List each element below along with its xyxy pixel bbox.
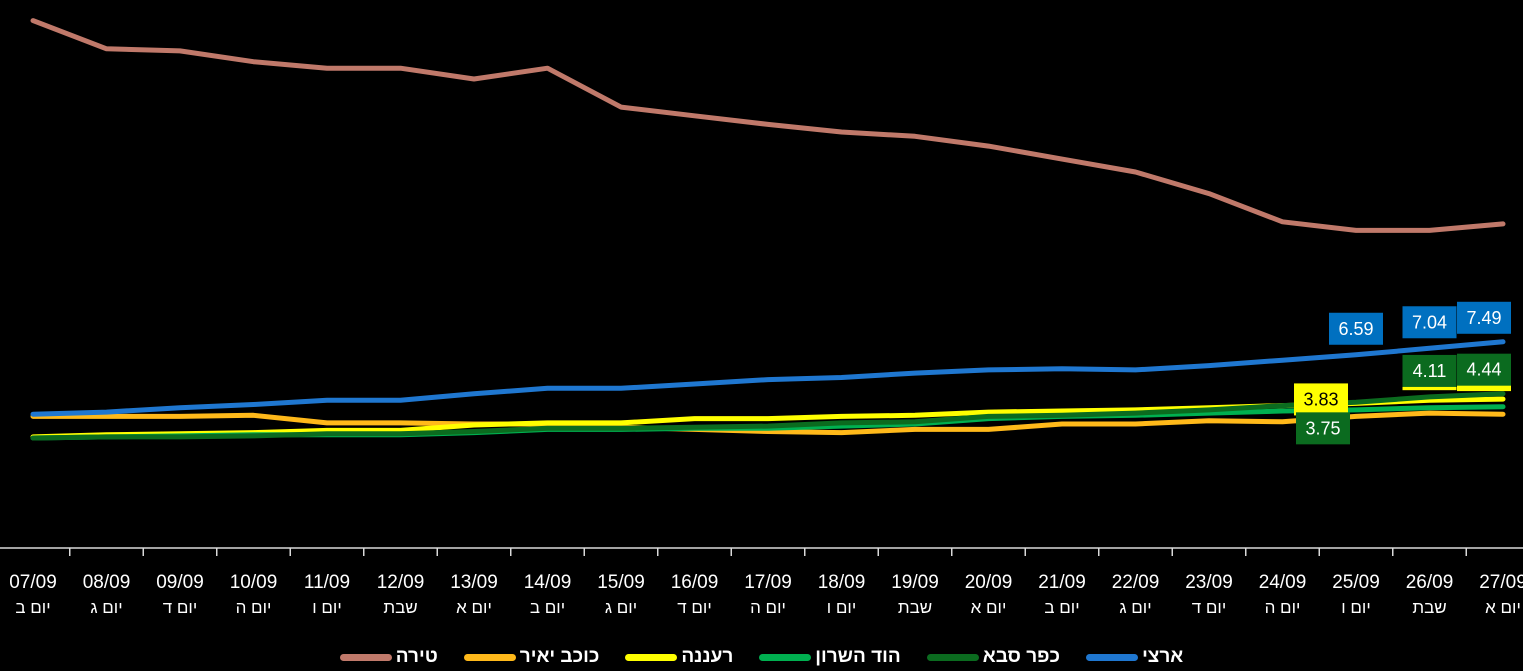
data-label-box [1402, 354, 1457, 387]
legend-item: רעננה [625, 646, 733, 668]
x-tick-day-label: יום ג [605, 598, 637, 617]
data-label-text: 4.44 [1466, 360, 1501, 380]
data-label: 3.83 [1294, 383, 1348, 416]
legend-item: כפר סבא [926, 646, 1061, 668]
legend-label: כוכב יאיר [519, 646, 600, 667]
x-axis: 07/09 יום ב 08/09 יום ג 09/09 יום ד 10/09 יום ה… [0, 547, 1523, 617]
x-tick-day-label: יום ב [1044, 598, 1079, 617]
x-tick-day-label: יום א [1485, 598, 1521, 617]
x-tick-day-label: יום ה [236, 598, 272, 617]
x-tick-day-label: יום ד [163, 598, 198, 617]
legend-swatch [1086, 653, 1139, 661]
x-tick-day-label: יום ה [750, 598, 786, 617]
legend-swatch [339, 653, 392, 661]
x-tick-day-label: יום ב [15, 598, 50, 617]
x-tick-day-label: יום ה [1265, 598, 1301, 617]
data-label-box [1402, 306, 1457, 339]
data-label: 3.75 [1296, 412, 1350, 445]
x-tick-label: 16/09 [671, 572, 719, 593]
data-label-box [1457, 353, 1511, 386]
legend-swatch [926, 653, 979, 661]
legend-item: טירה [339, 646, 438, 668]
legend-swatch [625, 653, 678, 661]
x-tick-day-label: יום ו [827, 598, 857, 617]
x-tick-label: 11/09 [304, 572, 350, 593]
data-label-text: 7.49 [1466, 308, 1501, 328]
data-label: 4.11 [1402, 354, 1457, 387]
x-tick-label: 07/09 [9, 572, 57, 593]
x-tick-label: 15/09 [597, 572, 645, 593]
x-tick-label: 27/09 [1479, 572, 1523, 593]
data-label: 4.44 [1457, 353, 1511, 386]
legend: ארצי כפר סבא הוד השרון רעננה כוכב יאיר טירה [0, 646, 1523, 668]
series-line [30, 391, 1506, 441]
legend-label: טירה [395, 646, 438, 667]
x-tick-label: 13/09 [450, 572, 498, 593]
x-tick-label: 26/09 [1406, 572, 1454, 593]
series-line [30, 18, 1506, 233]
series-line [30, 410, 1506, 436]
data-label-text: 3.83 [1303, 389, 1338, 409]
data-label-text: 6.59 [1338, 319, 1373, 339]
x-tick-day-label: יום א [971, 598, 1007, 617]
legend-item: ארצי [1086, 646, 1183, 668]
x-tick-day-label: שבת [898, 598, 932, 617]
x-tick-day-label: שבת [1412, 598, 1446, 617]
x-tick-day-label: יום א [456, 598, 492, 617]
x-tick-label: 10/09 [230, 572, 278, 593]
x-tick-label: 09/09 [156, 572, 204, 593]
x-tick-label: 18/09 [818, 572, 866, 593]
legend-swatch [759, 653, 812, 661]
legend-label: רעננה [681, 646, 734, 667]
x-tick-day-label: שבת [383, 598, 417, 617]
legend-item: כוכב יאיר [463, 646, 600, 668]
data-label: 7.49 [1457, 301, 1511, 334]
data-label-text: 3.75 [1305, 418, 1340, 438]
x-tick-day-label: יום ב [530, 598, 565, 617]
legend-swatch [463, 653, 516, 661]
data-labels: 6.597.047.493.834.164.393.754.114.44 [1294, 301, 1511, 445]
data-label-box [1294, 383, 1348, 416]
legend-label: הוד השרון [815, 646, 901, 667]
x-tick-label: 17/09 [744, 572, 792, 593]
data-label-text: 4.11 [1413, 361, 1447, 381]
x-tick-day-label: יום ג [1119, 598, 1151, 617]
data-label-box [1296, 412, 1350, 445]
data-label: 7.04 [1402, 306, 1457, 339]
x-tick-label: 23/09 [1185, 572, 1233, 593]
x-tick-day-label: יום ג [90, 598, 122, 617]
x-tick-label: 25/09 [1332, 572, 1380, 593]
data-label: 6.59 [1329, 312, 1383, 345]
x-tick-day-label: יום ד [1192, 598, 1227, 617]
data-label-box [1457, 301, 1511, 334]
x-tick-label: 08/09 [83, 572, 131, 593]
series-layer [30, 18, 1506, 441]
x-tick-day-label: יום ו [1341, 598, 1371, 617]
data-label-text: 7.04 [1412, 312, 1447, 332]
data-label-box [1329, 312, 1383, 345]
x-tick-label: 19/09 [891, 572, 939, 593]
x-tick-label: 22/09 [1112, 572, 1160, 593]
legend-item: הוד השרון [759, 646, 901, 668]
legend-label: ארצי [1142, 646, 1184, 667]
series-line [30, 339, 1506, 417]
x-tick-label: 14/09 [524, 572, 572, 593]
x-tick-day-label: יום ד [677, 598, 712, 617]
x-tick-label: 24/09 [1259, 572, 1307, 593]
x-tick-label: 12/09 [377, 572, 425, 593]
x-tick-label: 21/09 [1038, 572, 1086, 593]
legend-label: כפר סבא [982, 646, 1061, 667]
x-tick-day-label: יום ו [312, 598, 342, 617]
x-tick-label: 20/09 [965, 572, 1013, 593]
